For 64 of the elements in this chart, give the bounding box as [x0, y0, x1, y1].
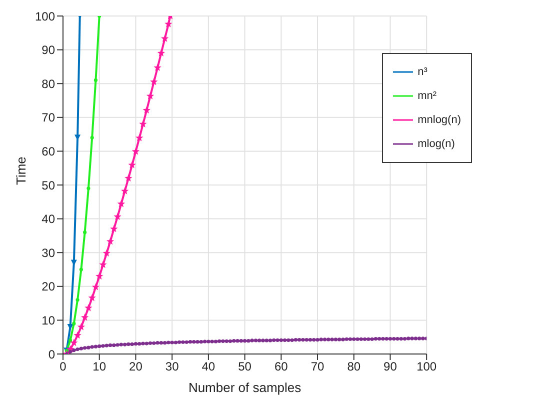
y-tick-label: 70	[42, 110, 56, 125]
legend-label: mlog(n)	[418, 137, 455, 152]
x-tick-label: 0	[60, 360, 67, 374]
point	[110, 224, 118, 232]
point	[70, 338, 78, 346]
point	[84, 304, 92, 312]
point	[67, 324, 74, 330]
point	[83, 230, 87, 234]
y-tick-label: 20	[42, 280, 56, 294]
point	[106, 237, 114, 245]
point	[142, 106, 150, 114]
y-tick-label: 10	[42, 313, 56, 328]
legend-label: mnlog(n)	[418, 113, 461, 128]
point	[114, 212, 122, 220]
y-tick-label: 30	[42, 246, 56, 260]
point	[86, 186, 90, 190]
point	[136, 134, 144, 142]
x-tick-label: 100	[416, 360, 437, 374]
x-tick-label: 50	[238, 360, 252, 374]
point	[76, 298, 80, 302]
x-tick-label: 70	[310, 360, 325, 374]
point	[132, 148, 140, 155]
point	[157, 49, 165, 56]
point	[121, 187, 129, 194]
point	[102, 249, 110, 257]
point	[139, 120, 147, 128]
y-tick-label: 0	[48, 347, 56, 362]
point	[68, 338, 72, 342]
y-tick-label: 40	[42, 212, 56, 226]
y-tick-label: 60	[42, 144, 56, 158]
point	[164, 20, 172, 28]
point	[146, 92, 154, 100]
x-tick-label: 90	[384, 360, 398, 374]
point	[79, 268, 83, 272]
point	[124, 174, 132, 182]
point	[81, 313, 89, 321]
x-tick-label: 20	[129, 360, 143, 374]
x-tick-label: 10	[92, 360, 106, 374]
x-tick-label: 40	[202, 360, 216, 374]
point	[117, 200, 125, 208]
y-tick-label: 90	[42, 43, 56, 58]
point	[88, 294, 96, 302]
y-axis-title: Time	[14, 156, 29, 185]
point	[96, 272, 104, 280]
y-tick-label: 80	[42, 76, 56, 91]
point	[92, 283, 100, 290]
point	[99, 260, 107, 268]
x-tick-label: 60	[274, 360, 288, 374]
point	[72, 322, 76, 326]
x-tick-label: 30	[165, 360, 180, 374]
legend-label: mn²	[418, 89, 437, 104]
x-axis-title: Number of samples	[188, 380, 302, 395]
point	[77, 322, 85, 330]
point	[154, 64, 162, 71]
point	[128, 161, 136, 168]
point	[161, 34, 169, 42]
y-tick-label: 100	[34, 9, 56, 24]
y-tick-label: 50	[42, 178, 56, 192]
point	[150, 78, 158, 86]
point	[94, 78, 98, 82]
point	[74, 331, 82, 339]
point	[90, 136, 94, 140]
legend-label: n³	[418, 65, 428, 80]
x-tick-label: 80	[347, 360, 361, 374]
